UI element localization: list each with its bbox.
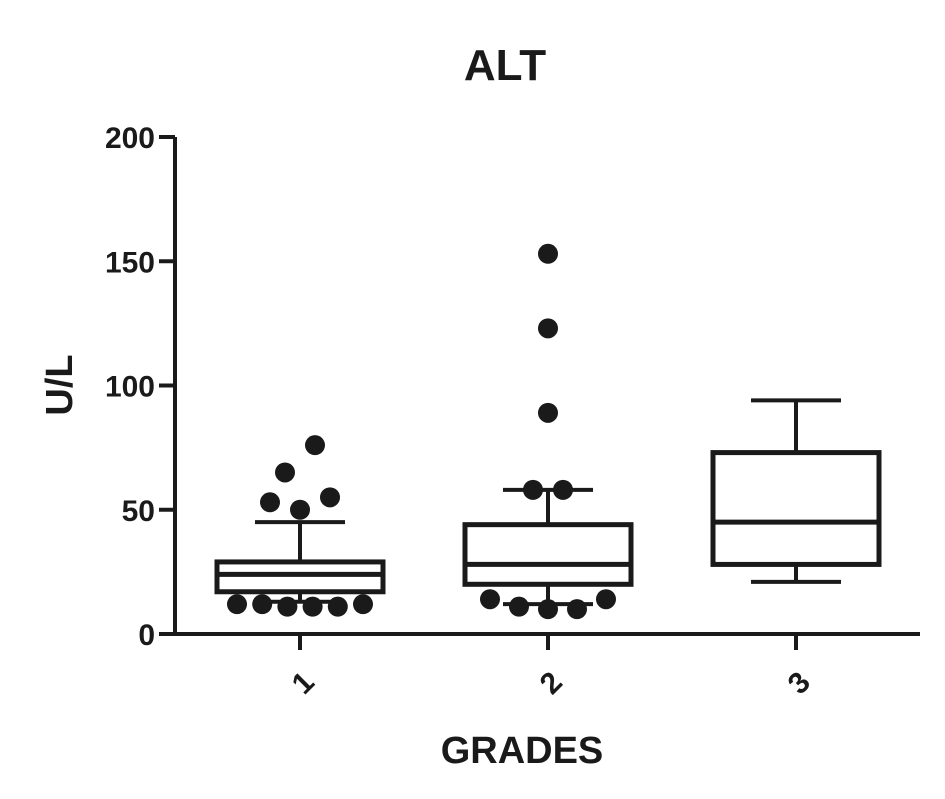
y-tick-label: 100 xyxy=(105,371,155,404)
y-axis-label: U/L xyxy=(39,354,81,415)
outlier-point xyxy=(353,594,373,615)
outlier-point xyxy=(275,462,295,483)
box-group-3 xyxy=(710,398,882,584)
outlier-point xyxy=(538,243,558,264)
outlier-point xyxy=(252,594,273,615)
y-tick-label: 50 xyxy=(122,495,155,528)
y-tick-label: 150 xyxy=(105,246,155,279)
box-iqr xyxy=(462,522,634,587)
outlier-point xyxy=(538,402,558,423)
outlier-point xyxy=(509,596,529,617)
box-group-2 xyxy=(462,243,634,620)
x-tick-label: 2 xyxy=(534,666,569,701)
outlier-point xyxy=(305,435,325,456)
outlier-point xyxy=(480,589,500,610)
x-axis-label: GRADES xyxy=(441,730,604,772)
outlier-point xyxy=(320,487,340,508)
outlier-point xyxy=(523,479,543,500)
box-iqr xyxy=(710,450,882,567)
outlier-point xyxy=(538,318,558,339)
outlier-point xyxy=(538,599,558,620)
plot-area xyxy=(214,243,882,620)
outlier-point xyxy=(553,479,573,500)
y-tick-label: 0 xyxy=(138,619,155,652)
outlier-point xyxy=(567,599,587,620)
outlier-point xyxy=(290,499,310,520)
chart-title: ALT xyxy=(464,41,546,90)
x-tick-label: 3 xyxy=(782,666,817,701)
outlier-point xyxy=(260,492,280,513)
x-tick-label: 1 xyxy=(286,666,321,701)
outlier-point xyxy=(227,594,247,615)
box-group-1 xyxy=(214,435,386,617)
y-tick-label: 200 xyxy=(105,122,155,155)
outlier-point xyxy=(277,596,298,617)
outlier-point xyxy=(327,596,348,617)
outlier-point xyxy=(302,596,323,617)
outlier-point xyxy=(596,589,616,610)
